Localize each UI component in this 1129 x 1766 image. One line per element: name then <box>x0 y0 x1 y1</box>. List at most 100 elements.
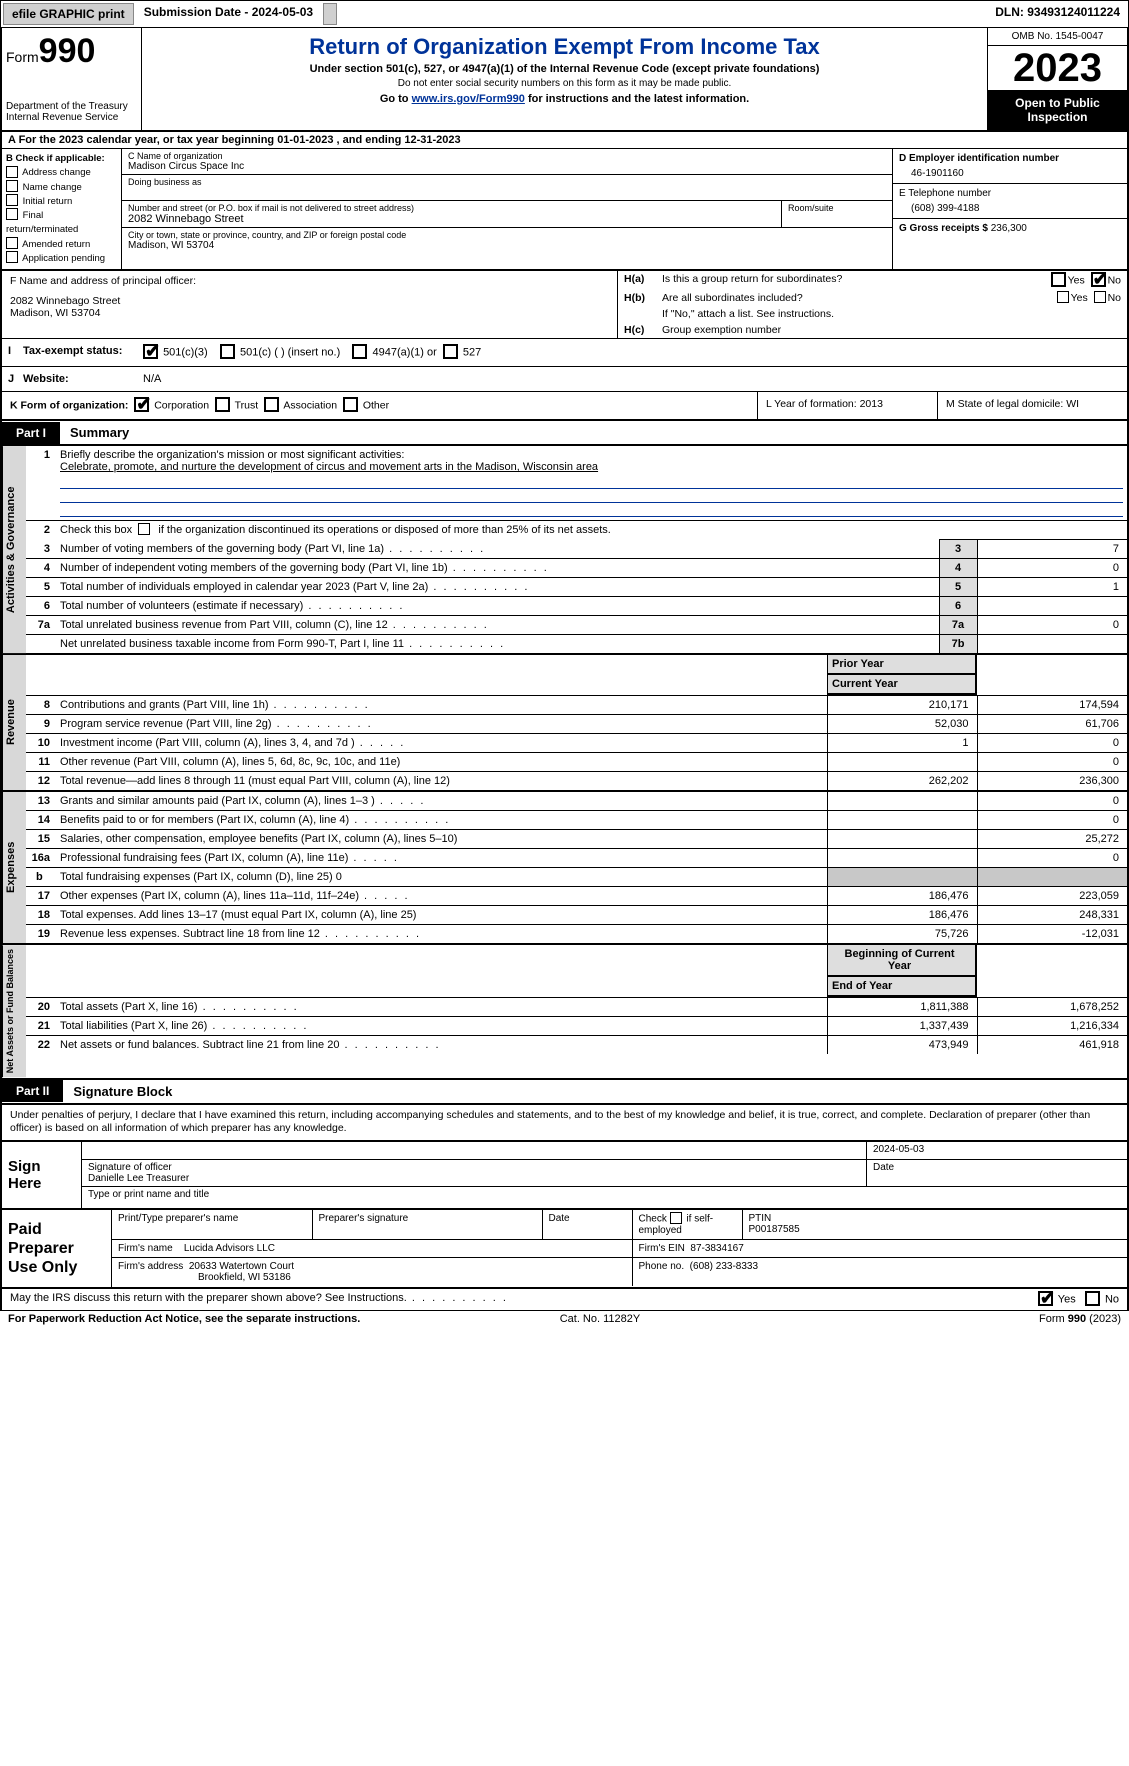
gov-desc: Net unrelated business taxable income fr… <box>56 635 939 654</box>
gross-label: G Gross receipts $ <box>899 223 988 234</box>
gov-code: 7a <box>939 616 977 635</box>
page-footer: For Paperwork Reduction Act Notice, see … <box>0 1311 1129 1327</box>
room-label: Room/suite <box>782 201 892 227</box>
header-left: Form990 Department of the Treasury Inter… <box>2 28 142 130</box>
gross-value: 236,300 <box>991 223 1027 234</box>
exp-desc: Professional fundraising fees (Part IX, … <box>56 849 827 868</box>
opt-final[interactable]: Final return/terminated <box>6 209 117 238</box>
exp-desc: Benefits paid to or for members (Part IX… <box>56 811 827 830</box>
rev-desc: Other revenue (Part VIII, column (A), li… <box>56 753 827 772</box>
gov-val: 0 <box>977 559 1127 578</box>
cb-assoc[interactable] <box>264 397 279 412</box>
footer-right: Form 990 (2023) <box>1039 1313 1121 1325</box>
tax-year: 2023 <box>988 46 1127 90</box>
i-label: I <box>2 339 17 366</box>
box-d: D Employer identification number 46-1901… <box>893 149 1127 184</box>
footer-r-prefix: Form <box>1039 1313 1068 1325</box>
box-deg: D Employer identification number 46-1901… <box>892 149 1127 269</box>
ha-yes[interactable] <box>1051 272 1066 287</box>
side-exp: Expenses <box>2 792 26 943</box>
hb-note: If "No," attach a list. See instructions… <box>662 308 1121 320</box>
rev-row: 12Total revenue—add lines 8 through 11 (… <box>26 772 1127 791</box>
firm-name-cell: Firm's name Lucida Advisors LLC <box>112 1239 632 1257</box>
firm-ein: 87-3834167 <box>690 1243 743 1254</box>
hb-no[interactable] <box>1094 291 1106 303</box>
hc-label: Group exemption number <box>662 324 1121 336</box>
opt-addr-change[interactable]: Address change <box>6 166 117 180</box>
k-other: Other <box>363 400 389 412</box>
rev-prior: 52,030 <box>827 715 977 734</box>
tax-exempt-opts: 501(c)(3) 501(c) ( ) (insert no.) 4947(a… <box>137 339 1127 366</box>
cb-527[interactable] <box>443 344 458 359</box>
txt-527: 527 <box>463 347 481 359</box>
exp-current: 0 <box>977 849 1127 868</box>
box-e: E Telephone number (608) 399-4188 <box>893 184 1127 219</box>
dba-label: Doing business as <box>128 177 886 187</box>
goto-link[interactable]: www.irs.gov/Form990 <box>412 93 525 105</box>
website-value: N/A <box>137 367 1127 391</box>
gov-code: 6 <box>939 597 977 616</box>
part1-header: Part I Summary <box>0 421 1129 446</box>
cb-trust[interactable] <box>215 397 230 412</box>
txt-501c: 501(c) ( ) (insert no.) <box>240 347 340 359</box>
gov-row: 6Total number of volunteers (estimate if… <box>26 597 1127 616</box>
yes-text: Yes <box>1071 292 1088 304</box>
hb-yes[interactable] <box>1057 291 1069 303</box>
opt-initial[interactable]: Initial return <box>6 195 117 209</box>
gov-row: 4Number of independent voting members of… <box>26 559 1127 578</box>
form-warning: Do not enter social security numbers on … <box>148 78 981 89</box>
sign-label: Sign Here <box>2 1142 82 1208</box>
h-b-note: If "No," attach a list. See instructions… <box>618 306 1127 322</box>
gov-val: 7 <box>977 540 1127 559</box>
opt-amended[interactable]: Amended return <box>6 238 117 252</box>
part2-header: Part II Signature Block <box>0 1080 1129 1105</box>
firm-ein-cell: Firm's EIN 87-3834167 <box>632 1239 1127 1257</box>
mayirs-no[interactable] <box>1085 1291 1100 1306</box>
rev-prior: 1 <box>827 734 977 753</box>
rev-row: 8Contributions and grants (Part VIII, li… <box>26 696 1127 715</box>
rev-desc: Program service revenue (Part VIII, line… <box>56 715 827 734</box>
na-begin: 1,337,439 <box>827 1017 977 1036</box>
part1-title: Summary <box>60 421 139 444</box>
ha-no[interactable] <box>1091 272 1106 287</box>
exp-prior: 75,726 <box>827 925 977 944</box>
rev-prior <box>827 753 977 772</box>
txt-4947: 4947(a)(1) or <box>373 347 437 359</box>
gov-code: 4 <box>939 559 977 578</box>
cb-discontinued[interactable] <box>138 523 150 535</box>
exp-current: 0 <box>977 811 1127 830</box>
org-name-label: C Name of organization <box>128 151 886 161</box>
mayirs-yes[interactable] <box>1038 1291 1053 1306</box>
cb-selfemployed[interactable] <box>670 1212 682 1224</box>
cb-4947[interactable] <box>352 344 367 359</box>
mission-label: Briefly describe the organization's miss… <box>60 449 404 461</box>
exp-prior-shade <box>827 868 977 887</box>
opt-pending[interactable]: Application pending <box>6 252 117 266</box>
exp-current: 248,331 <box>977 906 1127 925</box>
opt-name-change[interactable]: Name change <box>6 181 117 195</box>
rev-desc: Investment income (Part VIII, column (A)… <box>56 734 827 753</box>
dba-row: Doing business as <box>122 175 892 201</box>
rev-current: 174,594 <box>977 696 1127 715</box>
cb-501c3[interactable] <box>143 344 158 359</box>
no-text: No <box>1105 1294 1119 1306</box>
efile-button[interactable]: efile GRAPHIC print <box>3 3 134 25</box>
officer-addr2: Madison, WI 53704 <box>10 307 609 319</box>
cb-corp[interactable] <box>134 397 149 412</box>
gov-section: Activities & Governance 1 Briefly descri… <box>0 446 1129 655</box>
exp-row: bTotal fundraising expenses (Part IX, co… <box>26 868 1127 887</box>
cb-other[interactable] <box>343 397 358 412</box>
org-name-row: C Name of organization Madison Circus Sp… <box>122 149 892 175</box>
name-title-label: Type or print name and title <box>82 1187 1127 1202</box>
dept-text: Department of the Treasury Internal Reve… <box>6 101 137 123</box>
exp-current: 0 <box>977 792 1127 811</box>
exp-desc: Total expenses. Add lines 13–17 (must eq… <box>56 906 827 925</box>
header-right: OMB No. 1545-0047 2023 Open to Public In… <box>987 28 1127 130</box>
top-bar: efile GRAPHIC print Submission Date - 20… <box>0 0 1129 28</box>
gov-desc: Number of voting members of the governin… <box>56 540 939 559</box>
ptin-val: P00187585 <box>749 1224 800 1235</box>
exp-desc: Revenue less expenses. Subtract line 18 … <box>56 925 827 944</box>
cb-501c[interactable] <box>220 344 235 359</box>
dropdown-button[interactable] <box>323 3 337 25</box>
goto-prefix: Go to <box>380 93 412 105</box>
